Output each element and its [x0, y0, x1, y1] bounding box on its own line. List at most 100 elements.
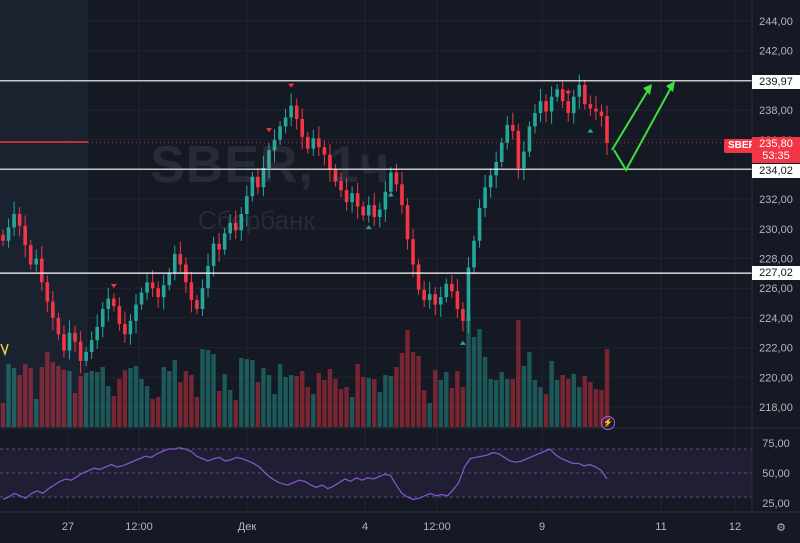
volume-bar: [510, 379, 515, 427]
level-label-mid[interactable]: 234,02: [752, 164, 800, 178]
volume-bar: [261, 368, 266, 427]
price-tick-label: 232,00: [759, 194, 793, 206]
candle-body: [294, 105, 299, 119]
candle-body: [112, 298, 116, 307]
candle-body: [28, 245, 33, 265]
time-tick-label: 12:00: [125, 521, 153, 533]
candle-body: [84, 352, 88, 361]
candle-body: [605, 116, 609, 143]
candle-body: [566, 101, 571, 114]
volume-bar: [128, 368, 133, 427]
candle-body: [350, 193, 354, 203]
volume-bar: [372, 379, 377, 427]
volume-bar: [294, 376, 299, 427]
volume-bar: [216, 391, 222, 427]
volume-bar: [227, 390, 233, 427]
candle-body: [117, 306, 122, 324]
volume-bar: [438, 380, 443, 427]
candle-body: [289, 105, 293, 118]
volume-bar: [22, 364, 28, 427]
volume-bar: [161, 367, 166, 427]
candle-body: [510, 124, 515, 131]
candle-body: [172, 254, 177, 274]
volume-bar: [344, 387, 349, 427]
candle-body: [411, 239, 415, 265]
candle-body: [39, 258, 44, 283]
candle-body: [444, 283, 449, 298]
time-tick-label: 12:00: [423, 521, 451, 533]
volume-bar: [106, 386, 111, 427]
candles[interactable]: [1, 74, 609, 374]
countdown: 53:35: [762, 150, 790, 162]
candle-body: [23, 225, 27, 246]
candle-body: [233, 222, 238, 231]
volume-bar: [172, 360, 177, 427]
volume-bar: [482, 357, 488, 427]
volume-bar: [554, 380, 560, 427]
volume-bar: [410, 352, 416, 427]
volume-bar: [532, 380, 538, 427]
candle-body: [211, 243, 216, 266]
volume-bar: [527, 352, 532, 427]
volume-bar: [349, 397, 355, 427]
candle-body: [161, 285, 166, 298]
candle-body: [516, 130, 521, 168]
candle-body: [106, 298, 111, 310]
grid: [0, 0, 752, 512]
volume-bar: [6, 364, 11, 427]
volume-bar: [250, 360, 255, 427]
time-tick-label: 9: [539, 521, 545, 533]
volume-bar: [283, 377, 288, 427]
last-price-value: 235,80: [759, 138, 793, 150]
candle-body: [145, 282, 149, 293]
gear-icon[interactable]: ⚙: [776, 522, 786, 534]
candle-body: [488, 175, 493, 188]
volume-bar: [421, 390, 427, 427]
candle-body: [300, 118, 305, 137]
candle-body: [588, 104, 593, 109]
yellow-arrow: [0, 343, 9, 357]
level-label-top[interactable]: 239,97: [752, 75, 800, 89]
price-tick-label: 244,00: [759, 16, 793, 28]
candle-body: [577, 84, 582, 97]
volume-bar: [239, 358, 244, 427]
candle-body: [261, 167, 266, 188]
sell-marker: [288, 83, 295, 88]
candle-body: [139, 292, 144, 305]
candle-body: [594, 108, 598, 112]
candle-body: [305, 136, 310, 149]
price-tick-label: 218,00: [759, 402, 793, 414]
volume-bar: [543, 394, 549, 427]
candle-body: [555, 89, 559, 97]
time-tick-label: 27: [62, 521, 74, 533]
volume-bar: [316, 373, 322, 427]
projection-arrows[interactable]: [0, 81, 675, 357]
level-label-bottom[interactable]: 227,02: [752, 266, 800, 280]
volume-bar: [460, 387, 466, 427]
buy-marker: [387, 192, 394, 197]
volume-bar: [604, 349, 610, 427]
candle-body: [95, 326, 100, 341]
candle-body: [372, 205, 377, 217]
candle-body: [538, 101, 543, 114]
time-tick-label: 4: [362, 521, 368, 533]
lightning-icon[interactable]: ⚡: [601, 416, 615, 430]
rsi-band: [0, 449, 752, 497]
horizontal-levels[interactable]: [0, 80, 752, 274]
candle-body: [355, 193, 360, 207]
volume-bar: [593, 389, 599, 427]
rsi-pane[interactable]: [0, 447, 752, 501]
volume-bar: [255, 382, 261, 427]
volume-bar: [139, 379, 144, 427]
time-tick-label: 12: [729, 521, 741, 533]
volume-bar: [205, 350, 211, 427]
candle-body: [17, 214, 22, 226]
price-tick-label: 226,00: [759, 283, 793, 295]
volume-bar: [577, 387, 582, 427]
volume-bar: [189, 375, 194, 427]
volume-bar: [311, 394, 316, 427]
last-price-label: 235,80 53:35: [752, 137, 800, 163]
candle-body: [128, 320, 133, 335]
